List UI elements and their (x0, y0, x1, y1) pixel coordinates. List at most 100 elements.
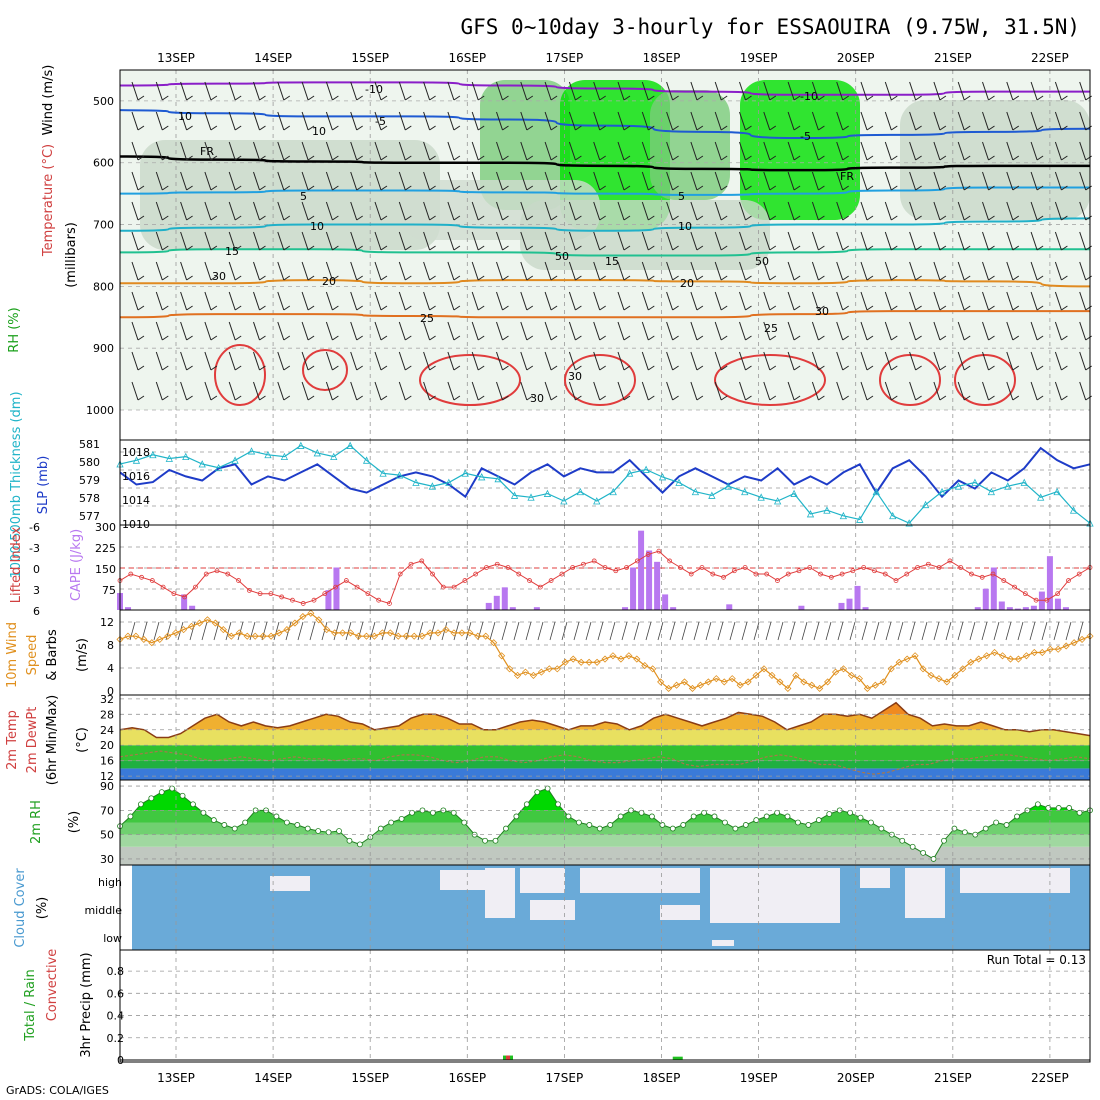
wind-barb (836, 231, 844, 251)
wind-barb-flag (1085, 365, 1092, 371)
thickness-point (921, 500, 930, 509)
slp-line (119, 446, 1091, 499)
wind-barb-flag (915, 245, 922, 251)
wind-barb-flag (453, 125, 461, 131)
wind-barb-flag (793, 95, 801, 101)
rh2m-point (179, 792, 186, 799)
thickness-point (609, 487, 617, 496)
wind-barb (729, 621, 736, 641)
wind-barb-flag (988, 215, 995, 221)
wind-barb-flag (356, 305, 363, 311)
wind-barb (739, 171, 746, 191)
wind-barb-flag (915, 395, 922, 401)
wind-barb (447, 381, 455, 401)
wind-barb-flag (1036, 155, 1044, 161)
rh2m-point (1055, 805, 1062, 811)
wind-barb-flag (502, 185, 509, 191)
wind-barb-flag (842, 395, 849, 401)
wind-speed-point (625, 652, 633, 660)
rh2m-point (377, 825, 384, 832)
wind-barb (617, 351, 625, 371)
lifted-index-point (775, 578, 780, 583)
wind-barb-flag (575, 305, 582, 311)
wind-barb (593, 171, 601, 191)
wind-barb (763, 351, 771, 371)
wind-speed-point (768, 671, 776, 679)
rh-band (120, 846, 1090, 865)
wind-barb-flag (210, 365, 218, 371)
wind-barb (617, 171, 625, 191)
wind-barb-flag (891, 245, 898, 251)
wind-speed-point (577, 658, 585, 666)
rh2m-point (127, 813, 134, 820)
wind-speed-point (490, 639, 498, 647)
wind-barb-flag (696, 155, 704, 161)
wind-barb (277, 351, 285, 371)
wind-barb-flag (502, 305, 509, 311)
slp-axis-label: SLP (mb) (36, 456, 51, 515)
wind-barb-flag (720, 185, 728, 191)
wind-barb-flag (769, 155, 777, 161)
wind-barb (568, 231, 576, 251)
wind-barb (741, 621, 748, 641)
wind-barb-flag (623, 125, 631, 131)
wind-barb-flag (866, 95, 874, 101)
wind-barb-flag (745, 365, 752, 371)
wind-barb (549, 621, 556, 641)
wind-barb-flag (453, 155, 461, 161)
wind-barb-flag (818, 305, 825, 311)
lifted-index-point (581, 561, 586, 567)
wind-barb-flag (453, 215, 461, 221)
wind-barb (860, 111, 868, 131)
wind-barb (884, 171, 892, 191)
lifted-index-point (904, 571, 910, 577)
wind-barb (1054, 171, 1062, 191)
wind-barb-flag (939, 125, 947, 131)
wind-barb-flag (866, 215, 874, 221)
wind-barb (496, 261, 503, 281)
wind-speed-point (927, 671, 935, 679)
wind-barb-flag (405, 155, 412, 161)
lifted-index-point (796, 568, 802, 574)
wind-barb (641, 291, 649, 311)
wind-barb-flag (720, 395, 728, 401)
rh2m-point (774, 809, 780, 816)
wind-barb (180, 261, 188, 281)
rh2m-point (941, 837, 947, 844)
wind-barb-flag (1012, 155, 1020, 161)
wind-barb-flag (575, 155, 582, 161)
lifted-index-point (570, 565, 576, 570)
wind-barb (690, 171, 698, 191)
wind-barb-flag (939, 275, 947, 281)
wind-barb-flag (915, 335, 922, 341)
wind-barb-flag (769, 125, 777, 131)
wind-barb-flag (963, 395, 971, 401)
wind-barb-flag (1036, 395, 1044, 401)
dewpoint-line (119, 750, 1091, 775)
wind-speed-point (903, 655, 911, 663)
rh2m-point (565, 813, 572, 820)
wind-barb (453, 621, 460, 641)
wind-barb (253, 141, 260, 161)
wind-speed-point (847, 671, 856, 679)
wind-barb (201, 621, 208, 641)
wind-speed-point (879, 678, 887, 686)
wind-barb-flag (599, 395, 606, 401)
wind-barb (714, 321, 722, 341)
y-tick-label: 75 (102, 584, 116, 597)
wind-barb (1054, 141, 1062, 161)
wind-barb (641, 351, 649, 371)
rh2m-point (690, 813, 697, 820)
wind-barb (447, 261, 455, 281)
cape-bar (982, 588, 989, 610)
wind-barb (714, 351, 722, 371)
wind-barb-flag (623, 395, 631, 401)
wind-barb (180, 351, 188, 371)
contour-label: 15 (225, 245, 239, 258)
wind-speed-point (164, 632, 172, 640)
cloud-cell (710, 868, 840, 923)
wind-barb-flag (988, 95, 995, 101)
wind-barb (350, 351, 358, 371)
wind-barb (301, 141, 309, 161)
wind-barb-flag (891, 275, 898, 281)
